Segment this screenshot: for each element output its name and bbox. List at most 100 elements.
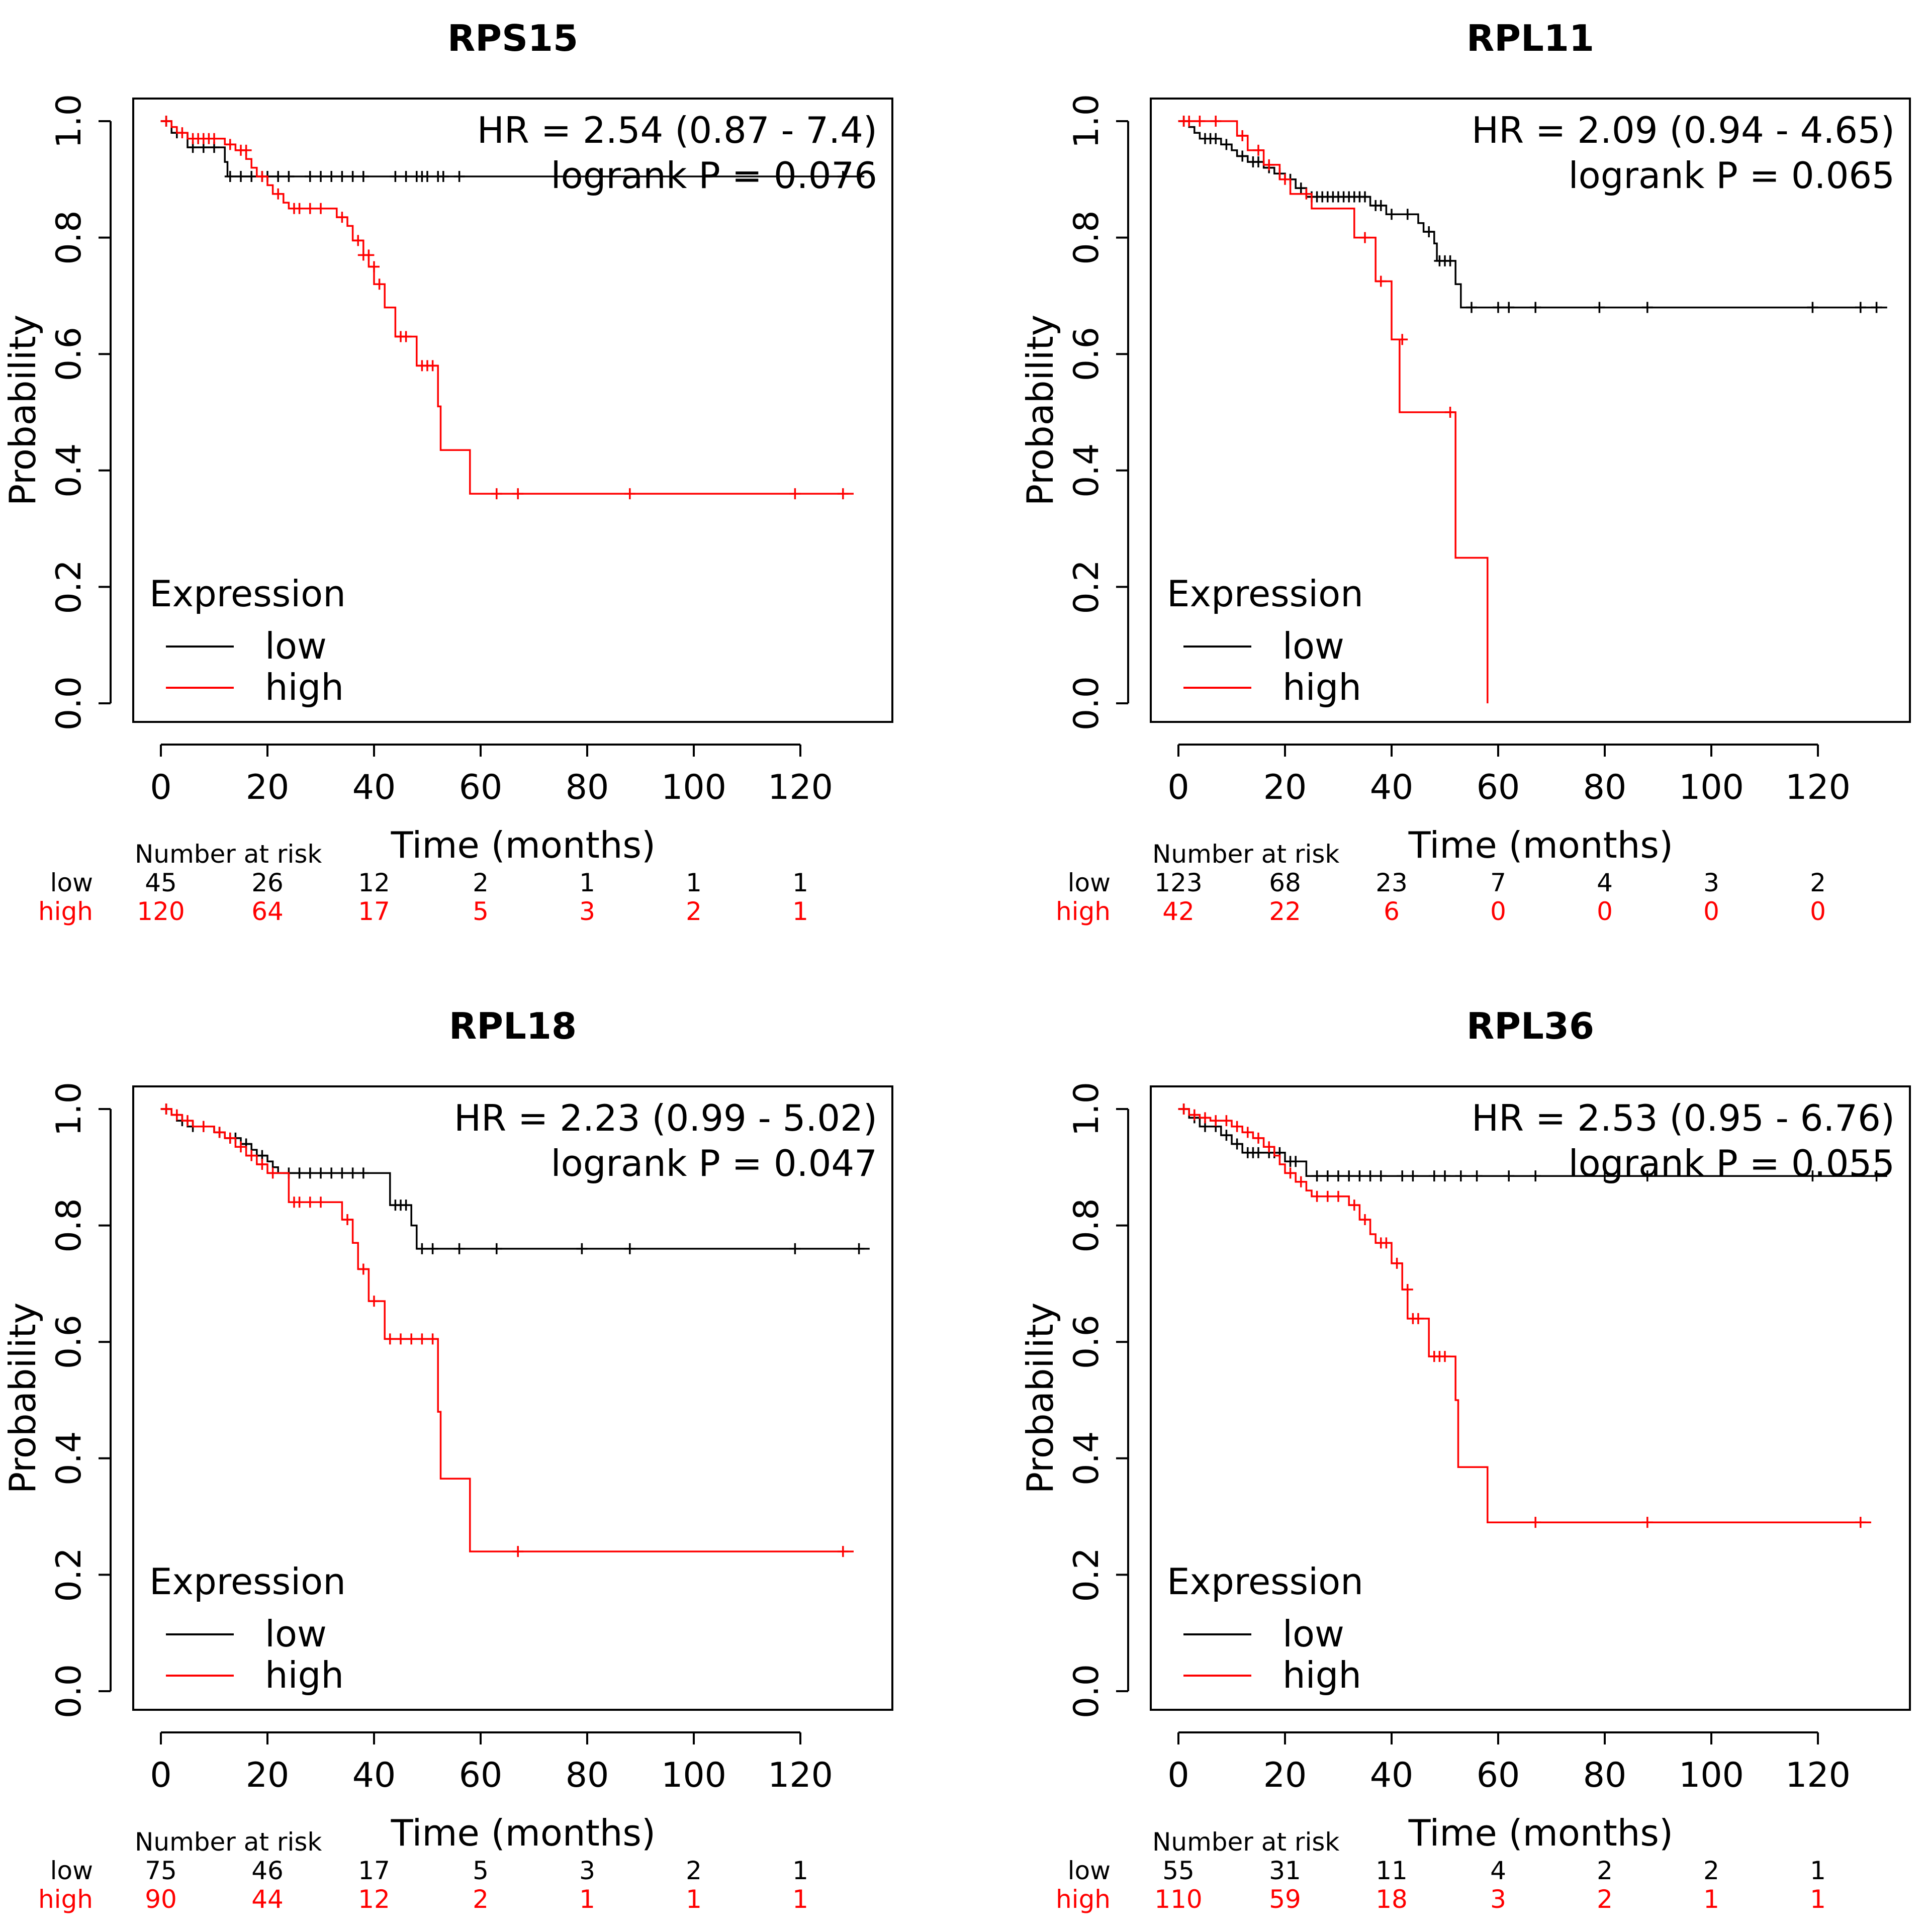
x-tick-label: 0 [150, 1756, 171, 1795]
risk-value: 1 [1703, 1885, 1719, 1914]
censor-mark-low [1237, 150, 1248, 162]
censor-mark-high [182, 1115, 193, 1127]
censor-mark-low [1386, 209, 1397, 220]
km-panel: RPL36 0 20 40 60 80 100 120 Time (months) 0.0 0.2 0… [1019, 1005, 1911, 1914]
x-tick-label: 80 [566, 1756, 609, 1795]
risk-value: 6 [1384, 897, 1400, 926]
y-tick-label: 0.0 [1067, 676, 1107, 730]
risk-table-header: Number at risk [135, 1827, 322, 1857]
censor-mark-high [256, 1159, 268, 1170]
censor-mark-high [336, 212, 348, 223]
y-tick-label: 1.0 [49, 94, 89, 148]
censor-mark-high [171, 1109, 182, 1121]
censor-mark-high [427, 360, 438, 372]
censor-mark-high [1279, 173, 1291, 185]
censor-mark-low [326, 171, 337, 182]
censor-mark-high [363, 249, 375, 261]
risk-row-label: low [50, 1856, 93, 1885]
risk-value: 120 [137, 897, 185, 926]
x-tick-label: 120 [768, 1756, 833, 1795]
risk-value: 5 [473, 1856, 489, 1885]
risk-value: 2 [473, 1885, 489, 1914]
y-tick-label: 0.6 [1067, 1315, 1107, 1369]
censor-mark-low [624, 1243, 635, 1254]
censor-mark-low [1855, 302, 1866, 313]
censor-mark-low [336, 1167, 348, 1179]
x-axis-label: Time (months) [1408, 824, 1673, 866]
x-tick-label: 40 [1370, 1756, 1414, 1795]
censor-mark-high [1221, 1115, 1232, 1127]
risk-value: 5 [473, 897, 489, 926]
logrank-p-label: logrank P = 0.065 [1569, 154, 1895, 197]
censor-mark-low [347, 171, 358, 182]
chart-title: RPS15 [447, 17, 578, 59]
censor-mark-high [789, 488, 801, 500]
y-tick-label: 0.2 [1067, 560, 1107, 614]
x-tick-label: 120 [1785, 768, 1851, 807]
censor-mark-low [400, 171, 412, 182]
censor-mark-low [789, 1243, 801, 1254]
y-tick-label: 0.4 [49, 443, 89, 498]
risk-value: 1 [792, 897, 808, 926]
x-axis-label: Time (months) [1408, 1812, 1673, 1854]
risk-value: 17 [358, 1856, 390, 1885]
y-axis-label: Probability [2, 315, 44, 506]
risk-value: 0 [1703, 897, 1719, 926]
risk-value: 1 [792, 1856, 808, 1885]
x-tick-label: 60 [459, 1756, 503, 1795]
censor-mark-low [1375, 1170, 1387, 1182]
censor-mark-low [1466, 302, 1477, 313]
legend-title: Expression [149, 1560, 346, 1603]
censor-mark-high [512, 488, 524, 500]
x-tick-label: 120 [1785, 1756, 1851, 1795]
censor-mark-low [1407, 1170, 1419, 1182]
x-tick-label: 60 [1477, 1756, 1520, 1795]
censor-mark-high [160, 116, 172, 127]
censor-mark-high [491, 488, 502, 500]
risk-value: 0 [1490, 897, 1506, 926]
censor-mark-high [315, 203, 326, 214]
risk-row-label: high [1056, 1885, 1111, 1914]
risk-table-header: Number at risk [135, 840, 322, 869]
x-tick-label: 40 [352, 1756, 396, 1795]
x-axis-label: Time (months) [391, 824, 656, 866]
risk-table-header: Number at risk [1152, 840, 1339, 869]
censor-mark-low [1333, 1170, 1344, 1182]
y-tick-label: 0.4 [1067, 443, 1107, 498]
x-tick-label: 20 [1263, 1756, 1307, 1795]
censor-mark-high [224, 139, 236, 150]
plot-frame [1150, 98, 1911, 723]
censor-mark-high [176, 127, 188, 139]
censor-mark-high [1348, 1200, 1360, 1211]
y-tick-label: 0.2 [49, 1547, 89, 1602]
chart-title: RPL18 [449, 1005, 577, 1047]
censor-mark-high [1194, 116, 1206, 127]
logrank-p-label: logrank P = 0.047 [551, 1142, 877, 1184]
censor-mark-high [369, 261, 380, 272]
y-tick-label: 0.6 [49, 1315, 89, 1369]
legend-entry-label: low [1282, 1613, 1344, 1655]
risk-value: 3 [579, 1856, 595, 1885]
y-tick-label: 0.8 [49, 1199, 89, 1253]
risk-value: 2 [1597, 1856, 1613, 1885]
censor-mark-low [1210, 133, 1222, 144]
censor-mark-low [437, 171, 449, 182]
censor-mark-high [304, 1197, 316, 1208]
legend-entry-label: high [1282, 666, 1361, 708]
censor-mark-high [352, 235, 364, 246]
censor-mark-high [384, 1333, 396, 1345]
censor-mark-low [1530, 302, 1541, 313]
y-tick-label: 0.6 [49, 327, 89, 381]
chart-title: RPL36 [1466, 1005, 1594, 1047]
censor-mark-low [1253, 156, 1264, 168]
censor-mark-high [1178, 1103, 1189, 1115]
x-tick-label: 60 [1477, 768, 1520, 807]
censor-mark-high [357, 1263, 369, 1275]
censor-mark-low [315, 171, 326, 182]
censor-mark-low [427, 1243, 438, 1254]
risk-value: 2 [686, 897, 702, 926]
x-tick-label: 20 [246, 768, 290, 807]
censor-mark-low [1359, 191, 1370, 203]
plot-frame [1150, 1085, 1911, 1711]
